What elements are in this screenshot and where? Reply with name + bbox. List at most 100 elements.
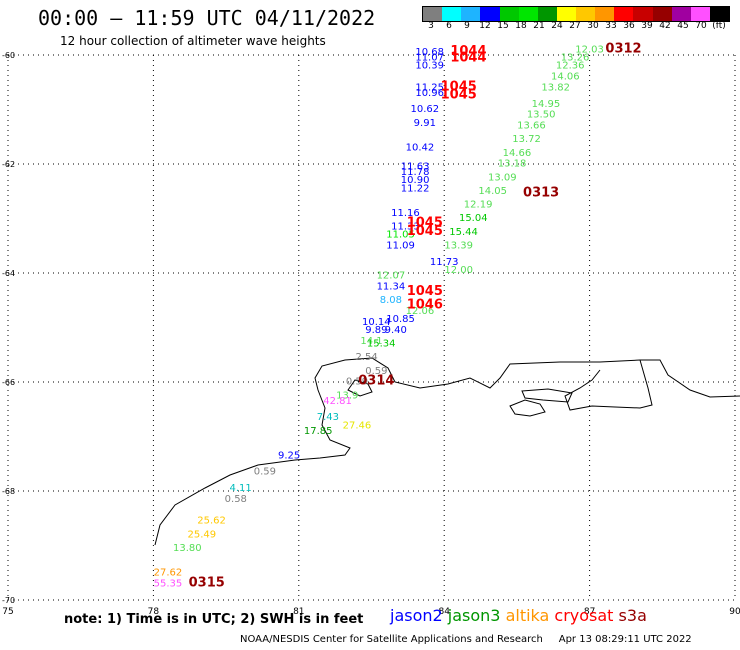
antarctic-coastline xyxy=(154,357,740,546)
wave-height-point: 25.62 xyxy=(197,516,226,527)
wave-height-point: 12.07 xyxy=(377,270,406,281)
legend-swatch xyxy=(499,7,519,21)
wave-height-point: 7.43 xyxy=(317,412,339,423)
legend-swatch xyxy=(537,7,557,21)
legend-label: (ft) xyxy=(712,21,726,31)
wave-height-point: 12.06 xyxy=(406,306,435,317)
wave-height-point: 11.25 xyxy=(415,82,444,93)
wave-height-point: 8.08 xyxy=(380,295,402,306)
wave-height-point: 14.95 xyxy=(532,99,561,110)
wave-height-point: 14.66 xyxy=(503,148,532,159)
wave-height-point: 10.62 xyxy=(410,104,439,115)
pass-time-label: 0312 xyxy=(605,41,641,56)
y-tick-label: -70 xyxy=(2,596,15,605)
wave-height-point: 9.91 xyxy=(414,118,436,129)
legend-label: 12 xyxy=(479,21,491,31)
x-tick-label: 78 xyxy=(148,607,160,617)
wave-height-point: 4.11 xyxy=(230,483,252,494)
legend-label: 42 xyxy=(659,21,671,31)
legend-swatch xyxy=(556,7,576,21)
x-tick-label: 84 xyxy=(438,607,450,617)
wave-height-point: 13.9 xyxy=(336,390,358,401)
wave-height-point: 11.16 xyxy=(391,208,420,219)
legend-swatch xyxy=(690,7,710,21)
legend-swatch xyxy=(709,7,729,21)
satellite-label-altika: altika xyxy=(505,606,555,625)
satellite-label-jason3: jason3 xyxy=(447,606,506,625)
ice-shelf-edge xyxy=(347,379,373,397)
satellite-label-cryosat: cryosat xyxy=(554,606,619,625)
wave-height-point: 10.90 xyxy=(401,175,430,186)
wave-height-point: 13.26 xyxy=(561,52,590,63)
x-tick-label: 90 xyxy=(729,607,740,617)
y-tick-label: -68 xyxy=(2,487,15,496)
pass-time-label: 1045 xyxy=(407,224,443,239)
pass-time-label: 1046 xyxy=(407,297,443,312)
wave-height-point: 9.25 xyxy=(278,450,300,461)
wave-height-point: 10.96 xyxy=(415,88,444,99)
pass-time-label: 0315 xyxy=(189,575,225,590)
wave-height-point: 11.07 xyxy=(415,52,444,63)
legend-label: 27 xyxy=(569,21,581,31)
legend-label: 45 xyxy=(677,21,689,31)
axis-ticks: 75 78 81 84 87 90 -60 -62 -64 -66 -68 -70 xyxy=(2,51,740,617)
legend-swatch xyxy=(633,7,653,21)
wave-height-point: 0.59 xyxy=(346,377,368,388)
wave-height-point: 14.05 xyxy=(478,186,507,197)
pass-time-label: 0313 xyxy=(523,186,559,201)
legend-label: 36 xyxy=(623,21,635,31)
pass-time-label: 1045 xyxy=(441,88,477,103)
wave-height-point: 13.80 xyxy=(173,543,202,554)
wave-height-point: 11.09 xyxy=(386,240,415,251)
wave-height-point: 13.66 xyxy=(517,121,546,132)
wave-height-point: 11.33 xyxy=(391,221,420,232)
wave-height-point: 15.44 xyxy=(449,227,478,238)
wave-height-point: 13.18 xyxy=(498,159,527,170)
legend-swatch xyxy=(614,7,634,21)
legend-swatch xyxy=(518,7,538,21)
y-tick-label: -64 xyxy=(2,269,15,278)
wave-height-point: 12.36 xyxy=(556,61,585,72)
pass-time-label: 0314 xyxy=(358,374,394,389)
legend-swatch xyxy=(423,7,443,21)
y-tick-label: -62 xyxy=(2,160,15,169)
satellite-legend: jason2 jason3 altika cryosat s3a xyxy=(390,606,647,625)
legend-swatch xyxy=(442,7,462,21)
wave-height-point: 15.04 xyxy=(459,213,488,224)
wave-height-point: 11.73 xyxy=(430,257,459,268)
wave-height-point: 9.40 xyxy=(385,325,407,336)
legend-swatch xyxy=(652,7,672,21)
wave-height-point: 10.85 xyxy=(386,314,415,325)
pass-time-labels: 1044104410451045104510451045104603120313… xyxy=(189,41,642,590)
wave-height-point: 42.81 xyxy=(323,396,352,407)
legend-color-bar xyxy=(422,6,730,22)
pass-time-label: 1044 xyxy=(450,51,486,66)
wave-height-point: 12.19 xyxy=(464,200,493,211)
wave-height-point: 14.1 xyxy=(360,336,382,347)
wave-height-point: 10.42 xyxy=(406,142,435,153)
page-title: 00:00 – 11:59 UTC 04/11/2022 xyxy=(38,6,376,30)
page-subtitle: 12 hour collection of altimeter wave hei… xyxy=(60,34,326,48)
footnote: note: 1) Time is in UTC; 2) SWH is in fe… xyxy=(64,612,364,627)
legend-swatch xyxy=(671,7,691,21)
wave-height-point: 0.59 xyxy=(254,467,276,478)
legend-label: 9 xyxy=(464,21,470,31)
pass-time-label: 1044 xyxy=(450,44,486,59)
legend-label: 70 xyxy=(695,21,707,31)
wave-height-point: 0.58 xyxy=(225,494,247,505)
wave-height-point: 11.78 xyxy=(401,167,430,178)
coast-inlet xyxy=(564,359,653,411)
wave-height-point: 13.50 xyxy=(527,110,556,121)
wave-height-point: 10.39 xyxy=(415,61,444,72)
wave-height-point: 11.05 xyxy=(386,230,415,241)
legend-label: 39 xyxy=(641,21,653,31)
wave-height-point: 27.46 xyxy=(343,420,372,431)
wave-height-point: 55.35 xyxy=(154,578,183,589)
legend-swatch xyxy=(480,7,500,21)
pass-time-label: 1045 xyxy=(407,284,443,299)
wave-height-point: 13.39 xyxy=(444,240,473,251)
wave-height-point: 13.82 xyxy=(541,82,570,93)
x-tick-label: 75 xyxy=(2,607,13,617)
x-tick-label: 87 xyxy=(584,607,595,617)
